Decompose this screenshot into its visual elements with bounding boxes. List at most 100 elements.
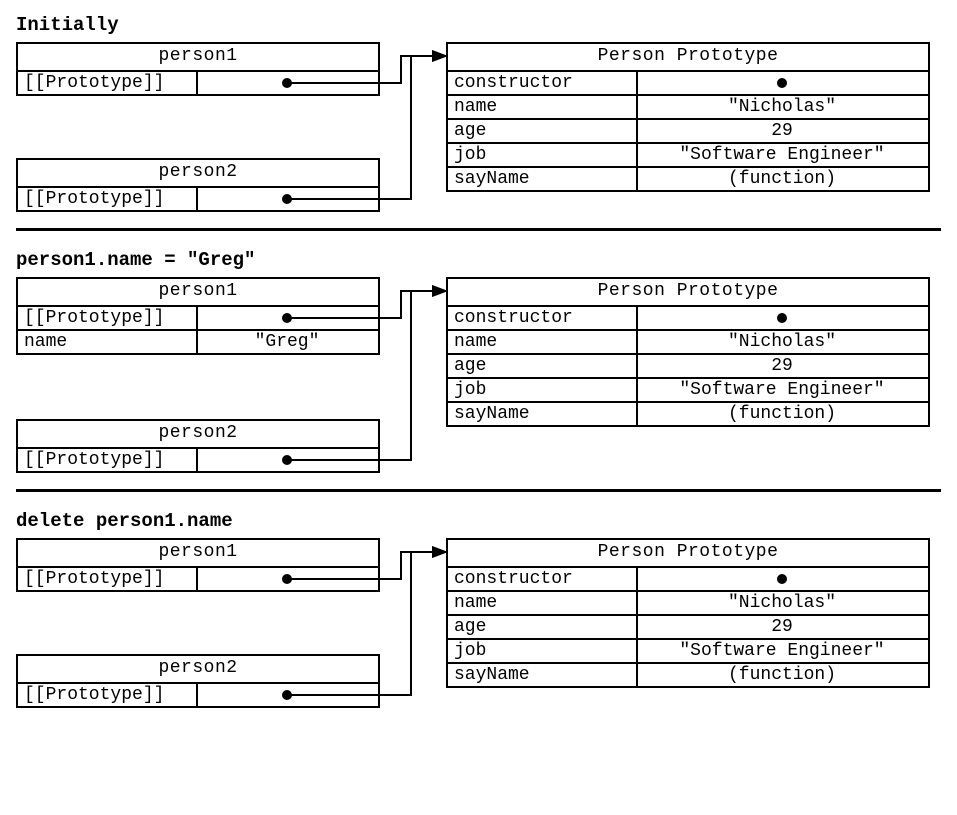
- box-row: sayName(function): [448, 664, 928, 686]
- pointer-dot-icon: [282, 690, 292, 700]
- box-row: name"Greg": [18, 331, 378, 353]
- row-value: (function): [638, 168, 926, 190]
- box-row: name"Nicholas": [448, 96, 928, 120]
- row-value: [198, 307, 376, 329]
- diagram-root: Initiallyperson1[[Prototype]]person2[[Pr…: [16, 14, 941, 710]
- pointer-dot-icon: [777, 78, 787, 88]
- object-box: person2[[Prototype]]: [16, 158, 380, 212]
- row-key: [[Prototype]]: [18, 568, 198, 590]
- section-divider: [16, 489, 941, 492]
- box-row: constructor: [448, 568, 928, 592]
- row-value: "Nicholas": [638, 331, 926, 353]
- row-key: job: [448, 379, 638, 401]
- row-value: "Nicholas": [638, 96, 926, 118]
- row-value: [198, 72, 376, 94]
- row-value: "Software Engineer": [638, 640, 926, 662]
- pointer-dot-icon: [282, 455, 292, 465]
- row-value: [638, 72, 926, 94]
- row-key: constructor: [448, 307, 638, 329]
- row-value: "Software Engineer": [638, 144, 926, 166]
- row-key: age: [448, 355, 638, 377]
- prototype-box: Person Prototypeconstructorname"Nicholas…: [446, 538, 930, 688]
- row-key: age: [448, 616, 638, 638]
- box-row: name"Nicholas": [448, 331, 928, 355]
- box-row: age29: [448, 616, 928, 640]
- box-header: Person Prototype: [448, 279, 928, 307]
- object-box: person1[[Prototype]]: [16, 538, 380, 592]
- row-value: "Greg": [198, 331, 376, 353]
- box-row: [[Prototype]]: [18, 188, 378, 210]
- box-row: [[Prototype]]: [18, 72, 378, 94]
- row-value: "Nicholas": [638, 592, 926, 614]
- section: person1[[Prototype]]person2[[Prototype]]…: [16, 538, 941, 710]
- pointer-dot-icon: [282, 78, 292, 88]
- prototype-box: Person Prototypeconstructorname"Nicholas…: [446, 277, 930, 427]
- row-value: "Software Engineer": [638, 379, 926, 401]
- row-key: sayName: [448, 664, 638, 686]
- section-divider: [16, 228, 941, 231]
- section: person1[[Prototype]]person2[[Prototype]]…: [16, 42, 941, 214]
- row-value: [638, 307, 926, 329]
- row-key: [[Prototype]]: [18, 449, 198, 471]
- row-key: job: [448, 144, 638, 166]
- section: person1[[Prototype]]name"Greg"person2[[P…: [16, 277, 941, 475]
- box-header: person1: [18, 540, 378, 568]
- object-box: person2[[Prototype]]: [16, 654, 380, 708]
- row-key: age: [448, 120, 638, 142]
- box-row: constructor: [448, 72, 928, 96]
- section-title: Initially: [16, 14, 941, 36]
- object-box: person1[[Prototype]]name"Greg": [16, 277, 380, 355]
- row-value: [638, 568, 926, 590]
- row-value: [198, 684, 376, 706]
- pointer-dot-icon: [282, 194, 292, 204]
- pointer-dot-icon: [282, 313, 292, 323]
- row-key: name: [448, 592, 638, 614]
- box-row: name"Nicholas": [448, 592, 928, 616]
- row-value: 29: [638, 616, 926, 638]
- section-title: delete person1.name: [16, 510, 941, 532]
- row-value: [198, 449, 376, 471]
- row-key: name: [448, 96, 638, 118]
- row-value: (function): [638, 403, 926, 425]
- box-row: job"Software Engineer": [448, 379, 928, 403]
- box-row: [[Prototype]]: [18, 568, 378, 590]
- row-value: 29: [638, 355, 926, 377]
- row-value: (function): [638, 664, 926, 686]
- box-header: person1: [18, 44, 378, 72]
- box-row: sayName(function): [448, 403, 928, 425]
- box-header: person2: [18, 160, 378, 188]
- row-key: [[Prototype]]: [18, 307, 198, 329]
- pointer-dot-icon: [777, 574, 787, 584]
- row-key: sayName: [448, 168, 638, 190]
- box-row: job"Software Engineer": [448, 640, 928, 664]
- row-key: sayName: [448, 403, 638, 425]
- box-header: person2: [18, 656, 378, 684]
- box-header: Person Prototype: [448, 44, 928, 72]
- row-key: job: [448, 640, 638, 662]
- box-row: age29: [448, 120, 928, 144]
- object-box: person1[[Prototype]]: [16, 42, 380, 96]
- box-row: constructor: [448, 307, 928, 331]
- box-row: [[Prototype]]: [18, 684, 378, 706]
- box-row: [[Prototype]]: [18, 307, 378, 331]
- box-row: job"Software Engineer": [448, 144, 928, 168]
- row-key: [[Prototype]]: [18, 684, 198, 706]
- row-value: 29: [638, 120, 926, 142]
- pointer-dot-icon: [777, 313, 787, 323]
- row-key: constructor: [448, 72, 638, 94]
- box-row: [[Prototype]]: [18, 449, 378, 471]
- pointer-dot-icon: [282, 574, 292, 584]
- row-value: [198, 188, 376, 210]
- box-header: Person Prototype: [448, 540, 928, 568]
- box-row: age29: [448, 355, 928, 379]
- object-box: person2[[Prototype]]: [16, 419, 380, 473]
- row-key: [[Prototype]]: [18, 188, 198, 210]
- row-key: [[Prototype]]: [18, 72, 198, 94]
- row-key: name: [448, 331, 638, 353]
- box-header: person1: [18, 279, 378, 307]
- row-value: [198, 568, 376, 590]
- row-key: name: [18, 331, 198, 353]
- prototype-box: Person Prototypeconstructorname"Nicholas…: [446, 42, 930, 192]
- section-title: person1.name = "Greg": [16, 249, 941, 271]
- row-key: constructor: [448, 568, 638, 590]
